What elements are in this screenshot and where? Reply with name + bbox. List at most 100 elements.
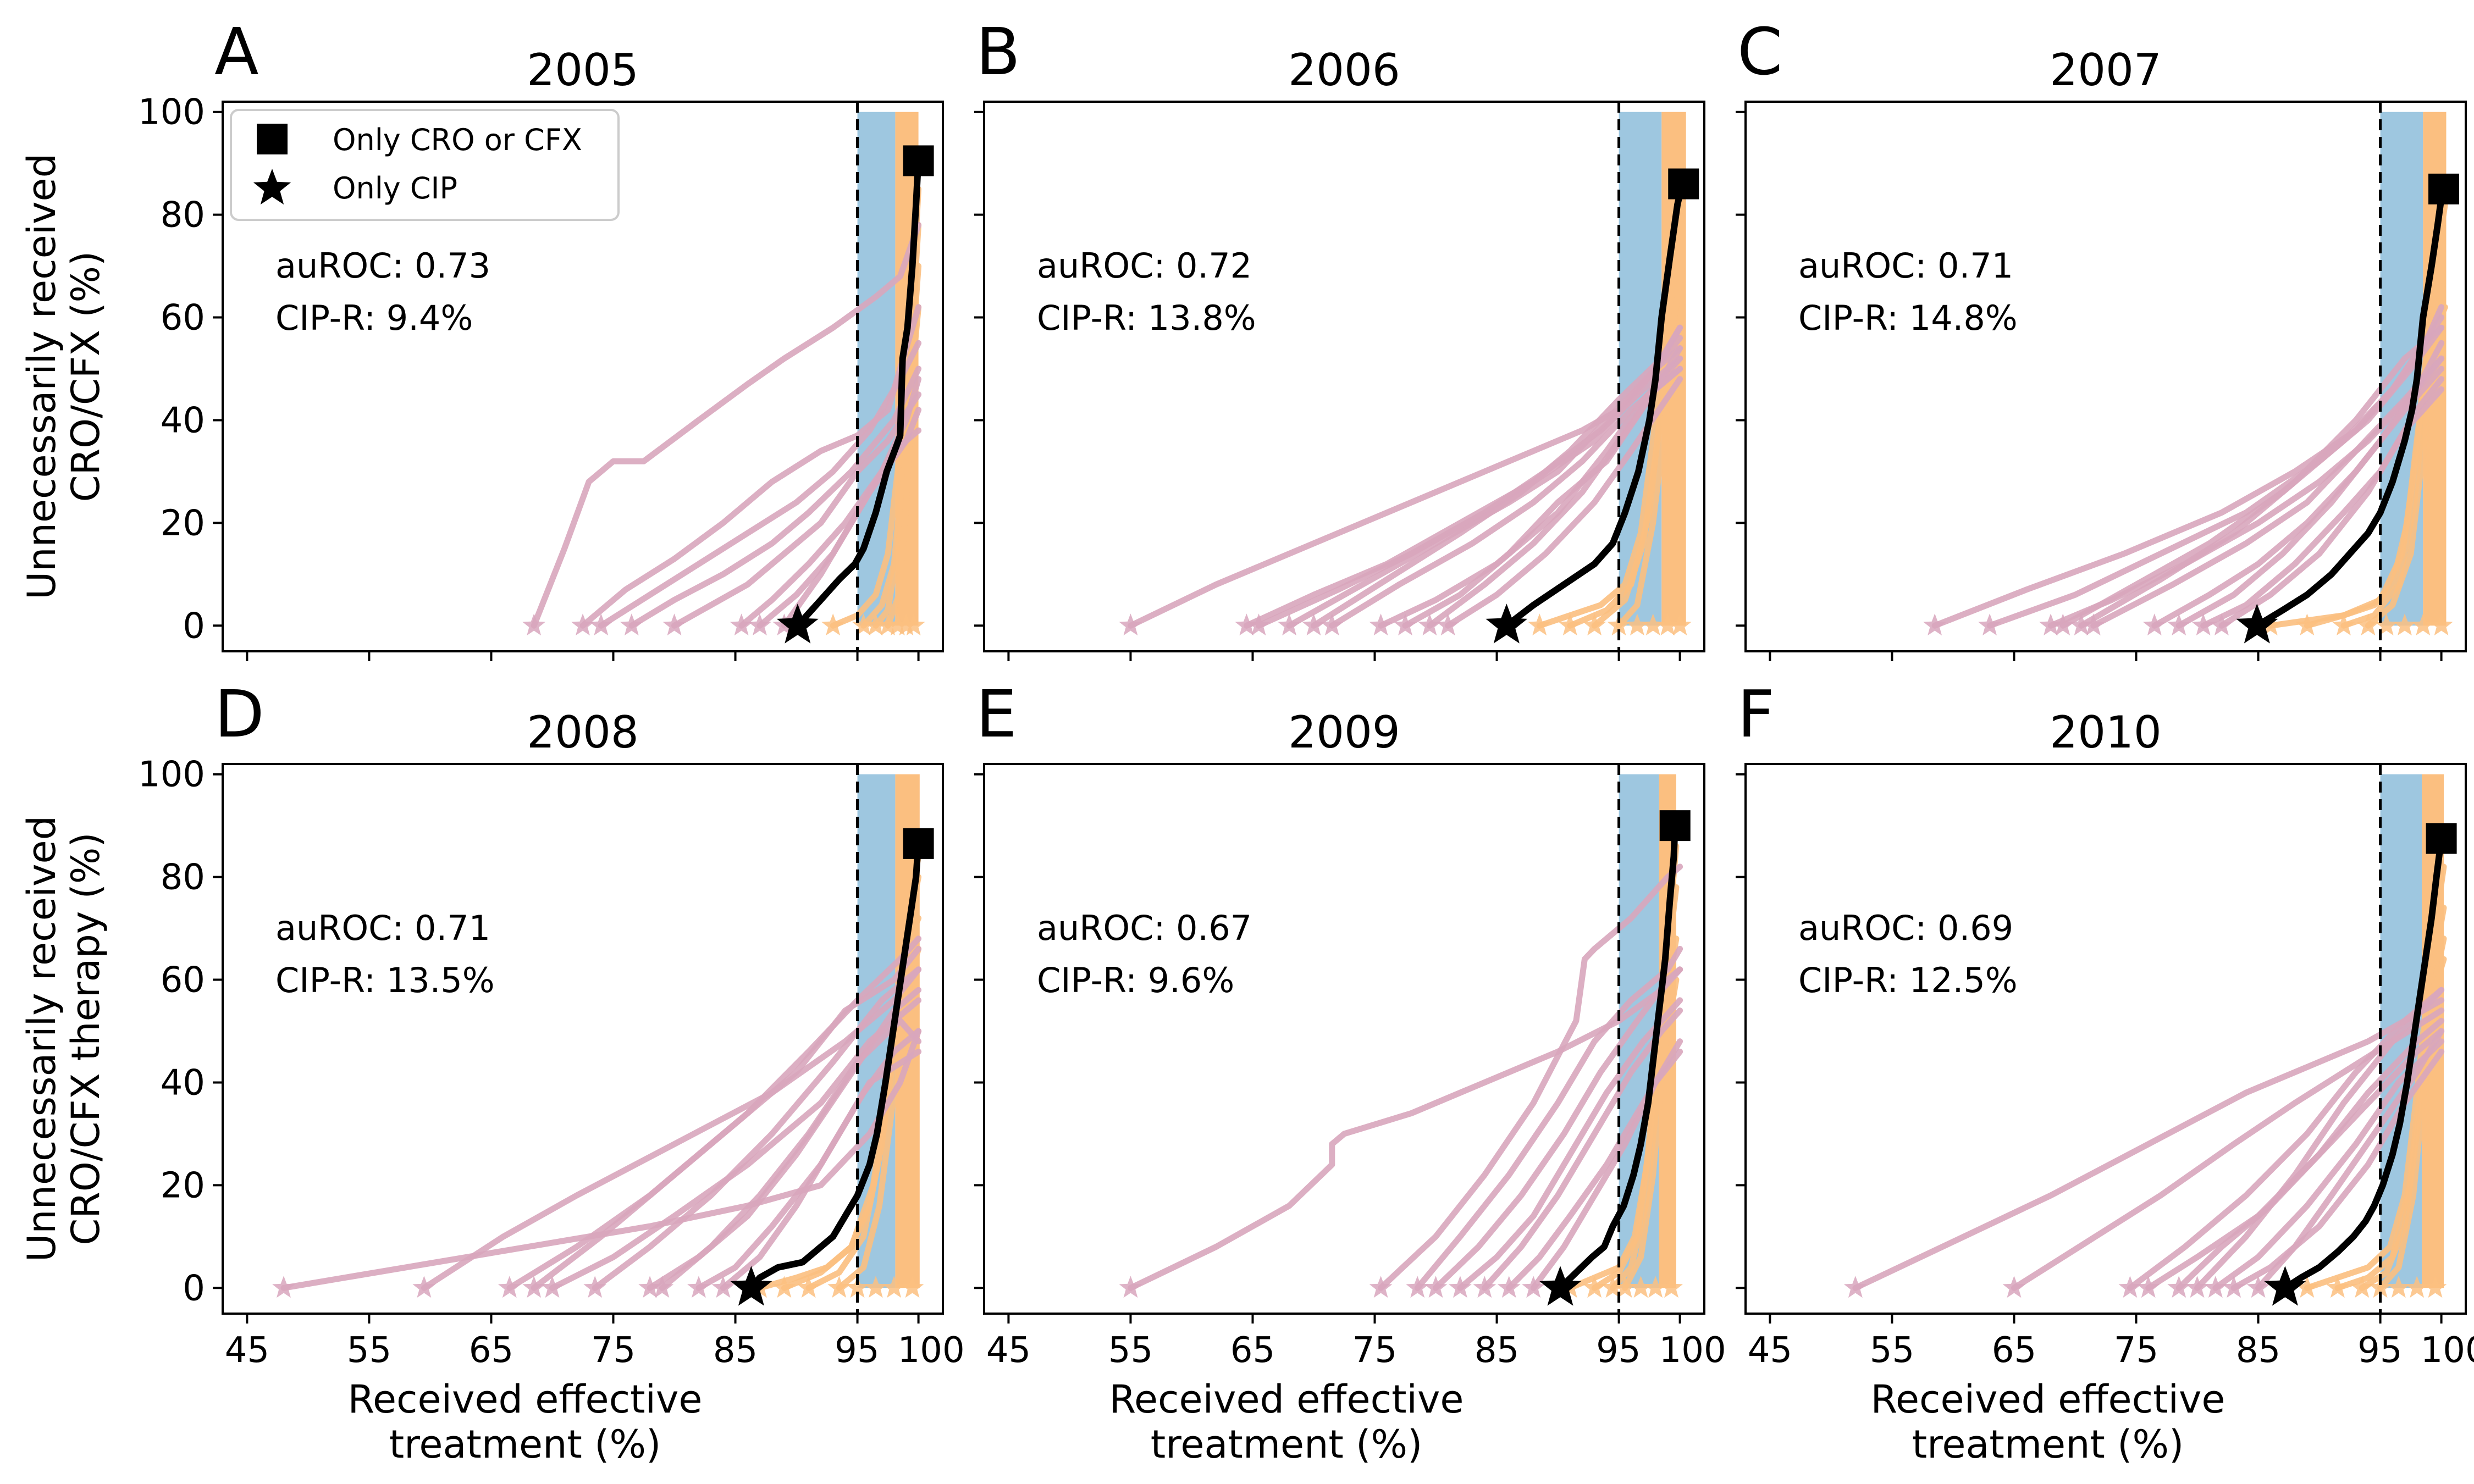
orange-star-marker — [2393, 613, 2416, 636]
pink-star-marker — [2185, 1276, 2209, 1298]
cipr-annotation: CIP-R: 13.8% — [1037, 298, 1256, 338]
pink-star-marker — [2118, 1276, 2142, 1298]
orange-star-marker — [2295, 613, 2319, 636]
x-tick-label: 95 — [835, 1330, 879, 1371]
pink-star-marker — [748, 613, 771, 636]
pink-star-marker — [1522, 1276, 1545, 1298]
orange-star-marker — [1656, 613, 1680, 636]
pink-series-line — [2127, 987, 2445, 1291]
panel-title: 2007 — [2050, 45, 2162, 96]
pink-star-marker — [583, 1276, 607, 1298]
orange-star-marker — [2423, 1276, 2447, 1298]
pink-star-marker — [1436, 613, 1460, 636]
pink-series-line — [2255, 1028, 2445, 1291]
plot-frame — [983, 763, 1705, 1315]
pink-series-line — [2175, 1028, 2445, 1291]
pink-star-marker — [730, 613, 753, 636]
orange-star-marker — [1528, 613, 1551, 636]
orange-star-marker — [827, 1276, 851, 1298]
orange-series-line — [885, 304, 922, 629]
pink-star-marker — [571, 613, 594, 636]
legend-label: Only CRO or CFX — [333, 123, 582, 157]
pink-series-line — [1445, 376, 1683, 629]
only-cro-square-marker — [1668, 168, 1699, 200]
pink-series-line — [1286, 345, 1683, 629]
pink-star-marker — [2167, 613, 2191, 636]
panel-letter: B — [976, 14, 1020, 90]
orange-star-marker — [852, 613, 875, 636]
pink-star-marker — [540, 1276, 564, 1298]
pink-star-marker — [1119, 613, 1142, 636]
pink-star-marker — [2222, 1276, 2246, 1298]
pink-star-marker — [522, 613, 546, 636]
pink-star-marker — [272, 1276, 295, 1298]
orange-star-marker — [1660, 1276, 1683, 1298]
panel-letter: F — [1737, 676, 1775, 752]
y-axis-title-line2: CRO/CFX (%) — [63, 251, 108, 502]
y-axis-title-line2: CRO/CFX therapy (%) — [63, 832, 108, 1245]
orange-series-line — [2377, 956, 2447, 1291]
pink-star-marker — [1424, 1276, 1448, 1298]
y-tick-label: 40 — [161, 400, 205, 441]
y-tick-label: 80 — [161, 857, 205, 898]
pink-star-marker — [1302, 613, 1326, 636]
auroc-annotation: auROC: 0.72 — [1037, 246, 1252, 286]
x-tick-label: 45 — [986, 1330, 1031, 1371]
orange-star-marker — [876, 613, 899, 636]
orange-series-line — [1536, 191, 1686, 629]
orange-star-marker — [1601, 1276, 1625, 1298]
x-tick-label: 45 — [225, 1330, 269, 1371]
pink-star-marker — [687, 1276, 710, 1298]
pink-star-marker — [498, 1276, 521, 1298]
y-tick-label: 100 — [138, 755, 205, 795]
plot-frame — [222, 763, 944, 1315]
pink-star-marker — [2069, 613, 2093, 636]
legend-square-icon — [257, 124, 288, 154]
orange-star-marker — [2429, 613, 2453, 636]
pink-star-marker — [2002, 1276, 2026, 1298]
pink-star-marker — [412, 1276, 436, 1298]
pink-series-line — [531, 222, 922, 629]
only-cro-square-marker — [1659, 810, 1691, 841]
pink-star-marker — [2051, 613, 2075, 636]
auroc-annotation: auROC: 0.73 — [275, 246, 490, 286]
pink-series-line — [1329, 366, 1683, 629]
orange-star-marker — [2387, 1276, 2410, 1298]
x-tick-label: 55 — [1108, 1330, 1153, 1371]
pink-star-marker — [1418, 613, 1442, 636]
y-axis-title-line1: Unnecessarily received — [19, 153, 64, 600]
orange-star-marker — [1629, 1276, 1653, 1298]
x-tick-label: 65 — [469, 1330, 513, 1371]
cipr-annotation: CIP-R: 14.8% — [1798, 298, 2018, 338]
pink-star-marker — [1247, 613, 1271, 636]
cipr-annotation: CIP-R: 9.6% — [1037, 960, 1234, 1000]
x-tick-label: 75 — [1352, 1330, 1397, 1371]
pink-series-line — [1127, 966, 1683, 1291]
pink-star-marker — [620, 613, 643, 636]
pink-star-marker — [2204, 1276, 2227, 1298]
y-tick-label: 40 — [161, 1062, 205, 1103]
only-cip-star-marker — [1539, 1266, 1581, 1306]
y-tick-label: 20 — [161, 1165, 205, 1206]
pink-star-marker — [1320, 613, 1344, 636]
orange-star-marker — [1668, 613, 1692, 636]
pink-star-marker — [638, 1276, 661, 1298]
orange-star-marker — [2350, 1276, 2374, 1298]
x-tick-label: 75 — [591, 1330, 636, 1371]
main-curve — [1503, 180, 1686, 629]
main-curve — [1557, 822, 1678, 1292]
only-cro-square-marker — [2428, 173, 2460, 204]
y-tick-label: 0 — [183, 606, 205, 646]
plot-frame — [222, 101, 944, 652]
panel-letter: A — [214, 14, 259, 90]
pink-series-line — [2090, 355, 2445, 629]
panel-letter: C — [1737, 14, 1782, 90]
orange-star-marker — [821, 613, 845, 636]
y-axis-title-line1: Unnecessarily received — [19, 816, 64, 1262]
pink-star-marker — [1369, 1276, 1393, 1298]
plot-area — [1843, 764, 2447, 1314]
pink-star-marker — [1278, 613, 1301, 636]
orange-star-marker — [1607, 613, 1631, 636]
